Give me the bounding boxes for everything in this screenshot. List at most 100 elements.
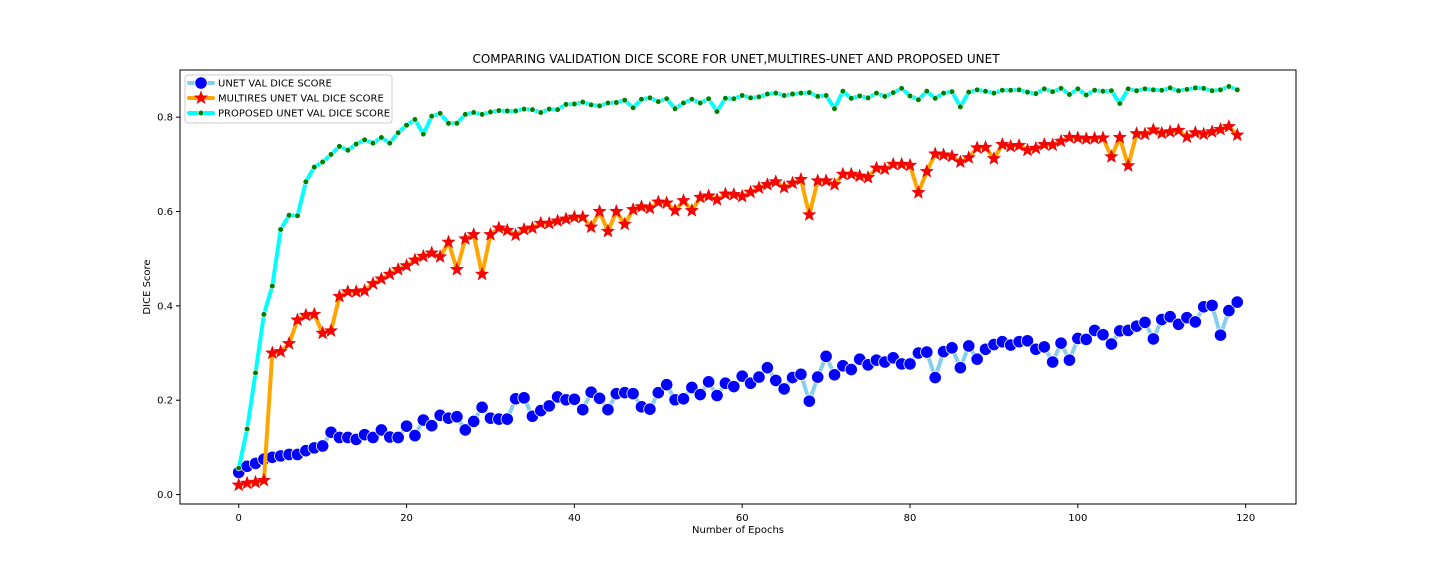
series-1-point <box>542 399 556 413</box>
series-3-point <box>1091 87 1098 94</box>
series-1-point <box>517 391 531 405</box>
series-1-point <box>391 430 405 445</box>
series-2-point <box>1221 119 1237 133</box>
series-3 <box>235 83 1241 472</box>
series-3-point <box>831 105 838 112</box>
series-1-point <box>962 339 976 353</box>
series-2-point <box>449 261 465 276</box>
series-2-point <box>1095 130 1111 145</box>
series-2-point <box>256 472 272 487</box>
series-2-point <box>911 185 926 199</box>
series-2-point <box>281 336 297 350</box>
y-tick-label: 0.2 <box>157 396 173 407</box>
series-2-point <box>1053 133 1069 148</box>
series-3-point <box>428 113 435 120</box>
series-2-point <box>676 193 691 207</box>
series-3-point <box>1041 85 1048 92</box>
y-axis: 0.0 0.2 0.4 0.6 0.8 <box>157 113 180 501</box>
legend: UNET VAL DICE SCORE MULTIRES UNET VAL DIC… <box>184 74 393 124</box>
series-3-point <box>948 88 956 95</box>
series-2-point <box>894 156 909 171</box>
series-1-point <box>819 349 833 363</box>
legend-swatch-marker <box>194 76 208 90</box>
series-1-point <box>408 428 422 443</box>
series-2-point <box>860 169 876 184</box>
series-3-point <box>772 90 779 97</box>
series-2-point <box>844 166 859 181</box>
series-2-point <box>1120 158 1136 172</box>
series-2-point <box>995 136 1010 151</box>
x-tick-label: 80 <box>904 513 917 524</box>
y-axis-label: DICE Score <box>142 259 153 314</box>
series-3-point <box>504 107 511 115</box>
series-2-point <box>1037 136 1052 151</box>
series-3-point <box>797 90 805 97</box>
series-3-point <box>1125 85 1132 92</box>
series-3-point <box>923 88 930 95</box>
series-1-point <box>710 388 724 403</box>
x-tick-label: 120 <box>1236 513 1255 524</box>
series-3-point <box>554 106 561 113</box>
legend-box <box>184 74 393 124</box>
series-3-point <box>1108 87 1115 94</box>
series-1-point <box>1104 337 1118 351</box>
series-3-point <box>588 101 595 109</box>
x-tick-label: 0 <box>236 513 242 524</box>
series-3-point <box>1074 85 1081 92</box>
series-2-point <box>768 174 783 188</box>
series-3-point <box>378 134 385 141</box>
legend-label: PROPOSED UNET VAL DICE SCORE <box>218 109 390 120</box>
series-3-point <box>1192 84 1199 92</box>
series-1-point <box>920 345 934 359</box>
series-1-point <box>928 370 942 385</box>
series-3-point <box>520 106 528 113</box>
series-3-point <box>655 98 662 105</box>
series-1-point <box>1163 310 1177 324</box>
series-2-point <box>961 150 976 164</box>
x-tick-label: 60 <box>736 513 749 524</box>
series-3-point <box>864 94 872 101</box>
series-2-point <box>1179 129 1195 144</box>
series-3-point <box>1099 88 1107 95</box>
series-1-point <box>500 412 514 426</box>
legend-label: MULTIRES UNET VAL DICE SCORE <box>218 94 384 105</box>
series-1-point <box>374 423 388 437</box>
series-3-point <box>285 212 293 219</box>
series-3-point <box>437 110 444 117</box>
series-3-point <box>814 93 821 100</box>
series-2-point <box>734 188 750 203</box>
series-3-point <box>546 106 553 113</box>
series-3-point <box>1032 90 1039 97</box>
series-1-point <box>316 439 330 453</box>
series-3-point <box>688 96 695 103</box>
series-3-point <box>260 311 268 318</box>
series-layer <box>231 83 1245 492</box>
series-3-point <box>579 98 586 106</box>
series-3-point <box>1133 87 1140 94</box>
series-2-point <box>500 222 515 237</box>
series-3-point <box>269 282 276 290</box>
series-2-point <box>1011 137 1027 152</box>
series-1-point <box>1146 332 1160 346</box>
series-3-point <box>470 109 477 116</box>
series-3-point <box>621 97 628 104</box>
series-2-point <box>600 223 616 238</box>
plot-area <box>179 69 1297 505</box>
series-2-point <box>416 248 431 263</box>
series-2-point <box>474 266 490 281</box>
series-3-point <box>613 99 620 106</box>
series-2-point <box>785 175 800 190</box>
series-3-point <box>235 465 242 472</box>
series-3-point <box>453 120 461 127</box>
series-3-point <box>395 129 402 136</box>
y-tick-label: 0.4 <box>157 301 173 312</box>
series-2-point <box>869 160 884 175</box>
series-3-point <box>1175 87 1182 94</box>
series-1-point <box>399 419 414 433</box>
legend-entry-1: UNET VAL DICE SCORE <box>187 76 332 90</box>
series-1-point <box>1205 298 1219 312</box>
series-2-point <box>432 249 448 263</box>
series-2-point <box>726 186 742 201</box>
series-2-point <box>718 186 733 201</box>
series-2-point <box>936 147 951 162</box>
